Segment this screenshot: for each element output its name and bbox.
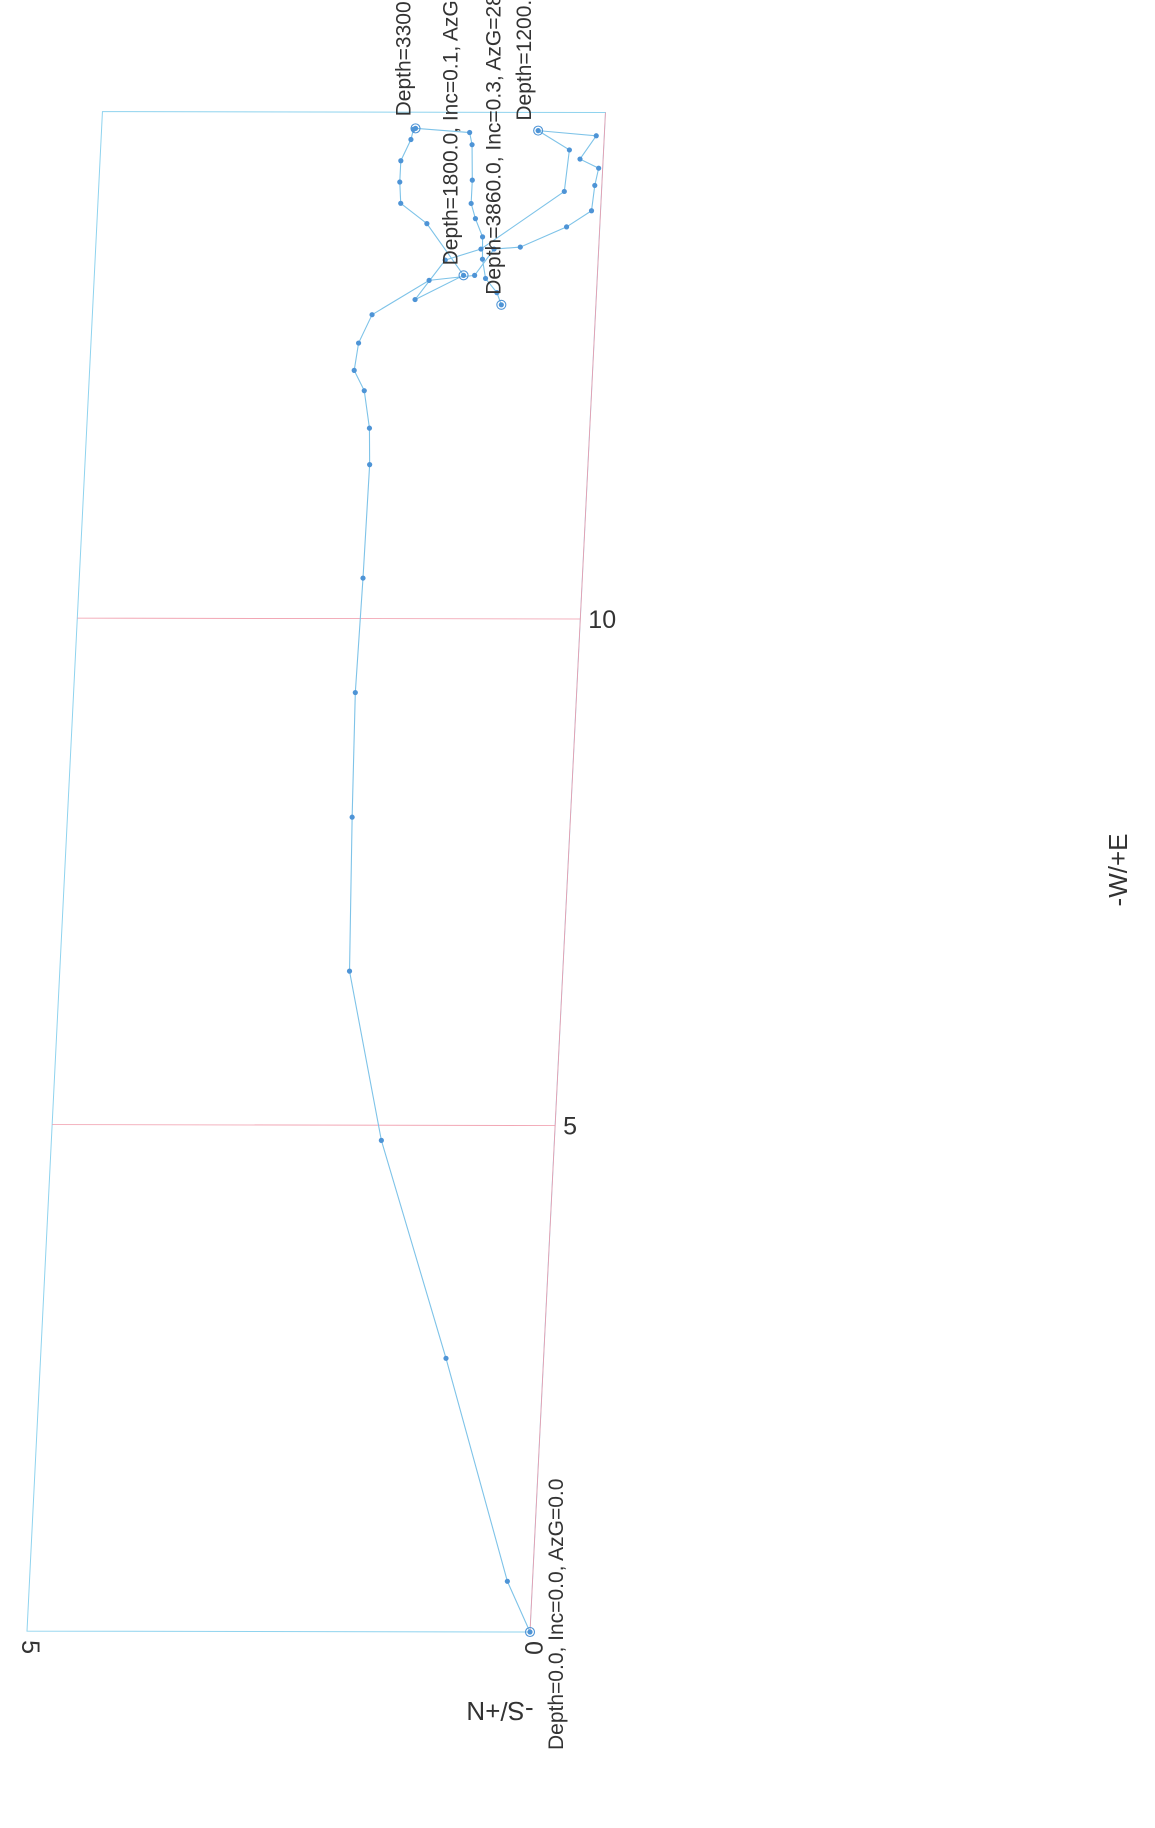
survey-point-40 <box>469 177 475 183</box>
survey-point-2 <box>443 1355 449 1361</box>
survey-point-3 <box>378 1137 384 1143</box>
annotation-marker-2 <box>458 270 469 281</box>
axis-ticks: 5 10 0 5 <box>16 606 616 1655</box>
survey-point-35 <box>408 136 414 143</box>
survey-point-41 <box>468 200 474 207</box>
y-tick-label-0: 0 <box>519 1641 547 1655</box>
survey-point-20 <box>592 182 598 189</box>
annotation-marker-3 <box>410 123 421 134</box>
annotation-label-0: Depth=0.0, Inc=0.0, AzG=0.0 <box>545 1479 568 1750</box>
plot-border <box>26 111 606 1633</box>
survey-point-21 <box>596 165 602 171</box>
survey-point-15 <box>472 272 478 278</box>
survey-point-27 <box>478 246 484 252</box>
survey-point-45 <box>482 275 489 282</box>
survey-point-39 <box>469 142 475 148</box>
survey-point-0 <box>527 1629 533 1635</box>
y-tick-label-1: 5 <box>16 1640 44 1654</box>
survey-point-5 <box>349 814 355 820</box>
survey-point-46 <box>494 290 500 296</box>
survey-points <box>346 125 602 1635</box>
annotation-label-1: Depth=1200.0, Inc=0.1, AzG=311.4 <box>513 0 536 121</box>
survey-point-29 <box>412 296 418 303</box>
annotation-marker-4 <box>496 299 507 310</box>
survey-point-32 <box>398 200 404 206</box>
survey-point-25 <box>566 147 572 153</box>
survey-point-12 <box>355 340 362 346</box>
survey-point-26 <box>561 188 567 195</box>
survey-point-8 <box>367 462 373 468</box>
survey-point-14 <box>426 277 432 283</box>
survey-point-38 <box>467 129 473 136</box>
survey-point-10 <box>361 388 367 394</box>
survey-point-11 <box>351 367 357 373</box>
survey-point-1 <box>504 1578 510 1584</box>
annotation-label-4: Depth=3860.0, Inc=0.3, AzG=288.7 <box>482 0 505 295</box>
survey-point-37 <box>412 125 419 131</box>
y-axis-label: -S/+N <box>466 1696 533 1726</box>
annotation-label-3: Depth=3300.0, Inc=0.2, AzG=183.9 <box>393 0 416 116</box>
survey-point-47 <box>498 302 504 308</box>
plot-frame <box>26 111 606 1633</box>
survey-point-31 <box>424 221 430 227</box>
survey-point-33 <box>397 179 403 185</box>
annotation-marker-1 <box>533 125 544 136</box>
well-path <box>348 127 600 1633</box>
survey-point-6 <box>352 689 358 696</box>
survey-point-23 <box>593 133 599 139</box>
annotation-marker-0 <box>524 1626 536 1638</box>
survey-point-9 <box>366 425 373 431</box>
grid-line-e10 <box>77 617 581 620</box>
x-tick-label-2: 10 <box>588 606 616 634</box>
survey-point-4 <box>346 968 353 974</box>
grid-line-n0 <box>529 112 606 1633</box>
survey-point-7 <box>360 575 366 581</box>
survey-point-22 <box>577 156 583 162</box>
survey-point-18 <box>563 224 570 230</box>
survey-point-13 <box>369 312 375 318</box>
survey-point-16 <box>491 246 497 252</box>
survey-point-42 <box>472 216 479 222</box>
survey-point-24 <box>535 128 541 134</box>
depth-annotations: Depth=0.0, Inc=0.0, AzG=0.0 Depth=1200.0,… <box>393 0 568 1750</box>
grid-lines <box>52 112 606 1633</box>
survey-point-34 <box>398 158 404 164</box>
survey-point-17 <box>517 244 523 250</box>
survey-point-43 <box>479 234 486 240</box>
well-path-line <box>348 127 600 1633</box>
x-tick-label-1: 5 <box>563 1113 577 1141</box>
survey-point-44 <box>479 256 486 262</box>
survey-point-19 <box>588 208 595 214</box>
survey-point-28 <box>442 257 448 263</box>
grid-line-e5 <box>52 1124 556 1126</box>
annotation-label-2: Depth=1800.0, Inc=0.1, AzG=220.3 <box>440 0 463 265</box>
survey-point-30 <box>460 272 467 278</box>
x-axis-label: -W/+E <box>1103 834 1133 907</box>
